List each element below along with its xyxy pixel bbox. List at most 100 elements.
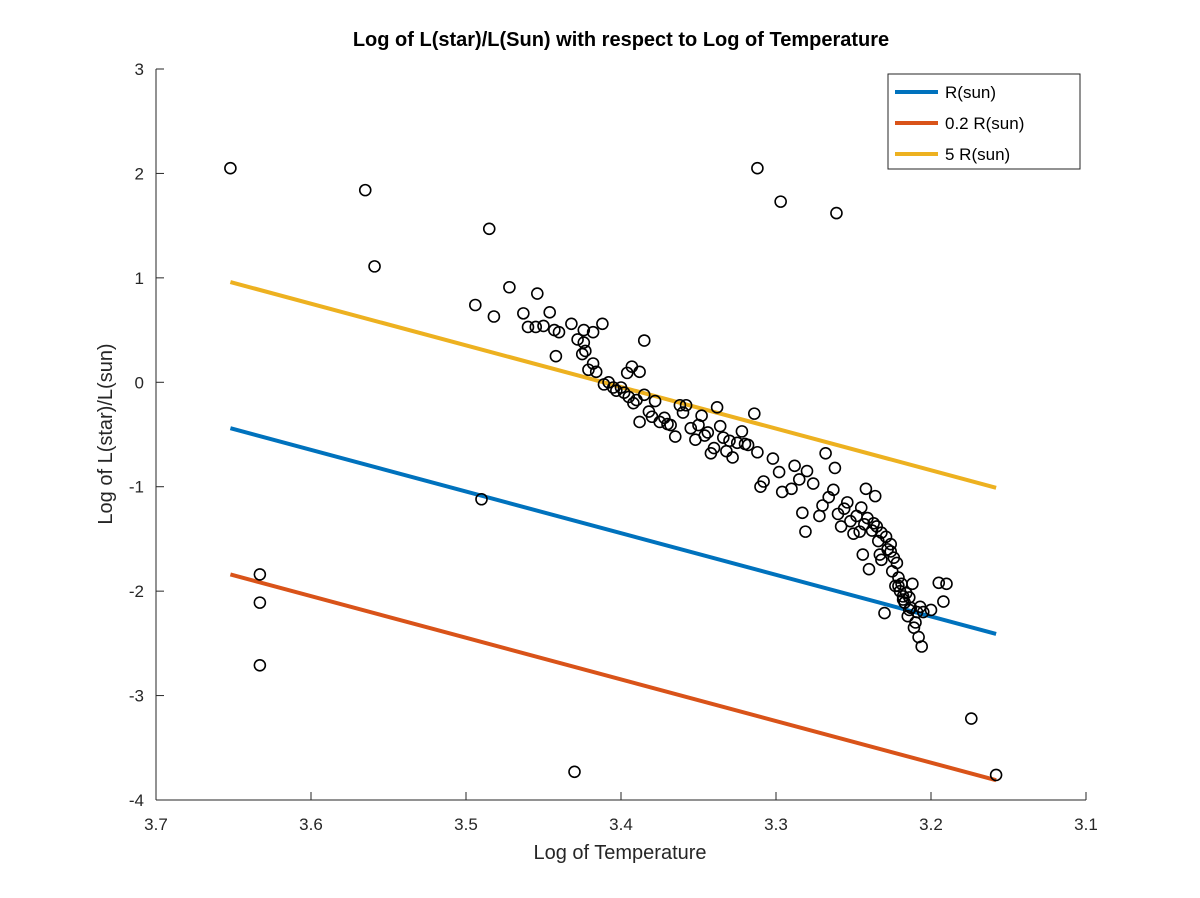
scatter-point: [648, 394, 662, 408]
scatter-point: [664, 418, 677, 432]
scatter-point: [840, 496, 854, 509]
scatter-point: [751, 161, 764, 175]
scatter-point: [543, 306, 557, 319]
x-ticks: 3.7 3.6 3.5 3.4 3.3 3.2 3.1: [144, 792, 1098, 834]
scatter-point: [253, 568, 267, 581]
scatter-point: [589, 365, 603, 379]
scatter-point: [549, 349, 563, 363]
y-tick-label: -1: [129, 478, 144, 497]
scatter-point: [586, 325, 600, 339]
scatter-point: [676, 406, 690, 419]
scatter-point: [828, 461, 842, 475]
y-tick-label: -2: [129, 582, 144, 601]
scatter-point: [904, 601, 918, 615]
scatter-point: [637, 334, 651, 347]
scatter-point: [723, 434, 736, 448]
y-axis-label: Log of L(star)/L(sun): [95, 343, 117, 524]
scatter-point: [774, 195, 787, 208]
scatter-point: [751, 445, 764, 459]
scatter-point: [867, 516, 880, 530]
scatter-point: [879, 530, 893, 544]
x-tick-label: 3.7: [144, 815, 168, 834]
x-tick-label: 3.6: [299, 815, 323, 834]
y-ticks: 3 2 1 0 -1 -2 -3 -4: [129, 60, 164, 810]
plot-area: 3.7 3.6 3.5 3.4 3.3 3.2 3.1 3 2 1 0 -1 -2 -3 -4: [129, 60, 1098, 834]
scatter-point: [856, 548, 870, 561]
scatter-point: [521, 320, 535, 334]
scatter-point: [964, 712, 978, 725]
scatter-point: [637, 388, 651, 402]
scatter-point: [747, 407, 761, 420]
scatter-point: [253, 596, 267, 609]
scatter-point: [915, 640, 929, 653]
scatter-point: [710, 401, 724, 414]
scatter-point: [859, 482, 873, 496]
scatter-point: [565, 317, 578, 331]
scatter-point: [668, 430, 682, 443]
scatter-point: [487, 310, 501, 323]
scatter-point: [253, 658, 267, 672]
scatter-point: [568, 765, 581, 779]
x-tick-label: 3.1: [1074, 815, 1098, 834]
scatter-point: [358, 183, 372, 197]
series-lines: [229, 280, 997, 783]
scatter-point: [827, 483, 840, 497]
scatter-point: [884, 545, 898, 558]
legend-label: R(sun): [945, 83, 996, 102]
series-line-0: [229, 426, 997, 636]
scatter-point: [713, 419, 727, 433]
scatter-point: [837, 502, 851, 515]
scatter-point: [698, 429, 712, 442]
scatter-point: [468, 298, 482, 312]
scatter-point: [575, 347, 589, 361]
scatter-point: [577, 323, 591, 337]
y-tick-label: -3: [129, 687, 144, 706]
series-line-1: [229, 572, 997, 783]
scatter-point: [892, 571, 905, 584]
scatter-point: [586, 357, 600, 370]
x-tick-label: 3.5: [454, 815, 478, 834]
scatter-point: [819, 446, 832, 460]
scatter-point: [932, 576, 946, 590]
scatter-point: [989, 768, 1003, 782]
scatter-point: [796, 506, 809, 520]
scatter-point: [875, 553, 888, 567]
scatter-point: [726, 451, 739, 464]
scatter-point: [766, 452, 780, 465]
scatter-point: [579, 344, 592, 358]
scatter-point: [735, 425, 749, 438]
scatter-point: [633, 365, 646, 379]
scatter-point: [673, 398, 687, 412]
scatter-point: [606, 381, 620, 394]
scatter-point: [552, 325, 566, 339]
scatter-point: [940, 577, 953, 591]
scatter-point: [800, 464, 814, 478]
scatter-point: [530, 287, 544, 300]
scatter-point: [701, 426, 715, 439]
scatter-point: [816, 499, 829, 512]
scatter-point: [658, 411, 671, 425]
y-tick-label: 3: [135, 60, 144, 79]
scatter-point: [806, 477, 820, 490]
scatter-point: [633, 415, 646, 429]
scatter-point: [906, 577, 919, 591]
scatter-point: [596, 317, 609, 331]
scatter-point: [224, 161, 237, 175]
scatter-point: [896, 590, 910, 603]
scatter-point: [620, 366, 634, 380]
scatter-point: [517, 307, 530, 320]
scatter-point: [757, 475, 770, 488]
scatter-point: [537, 319, 550, 333]
scatter-point: [741, 438, 755, 452]
scatter-point: [799, 525, 812, 538]
scatter-point: [834, 520, 848, 533]
scatter-point: [868, 489, 882, 503]
scatter-point: [627, 396, 640, 410]
legend-label: 0.2 R(sun): [945, 114, 1024, 133]
scatter-point: [847, 527, 860, 541]
scatter-point: [792, 473, 806, 486]
scatter-point: [503, 280, 516, 294]
legend-label: 5 R(sun): [945, 145, 1010, 164]
scatter-point: [684, 421, 698, 435]
